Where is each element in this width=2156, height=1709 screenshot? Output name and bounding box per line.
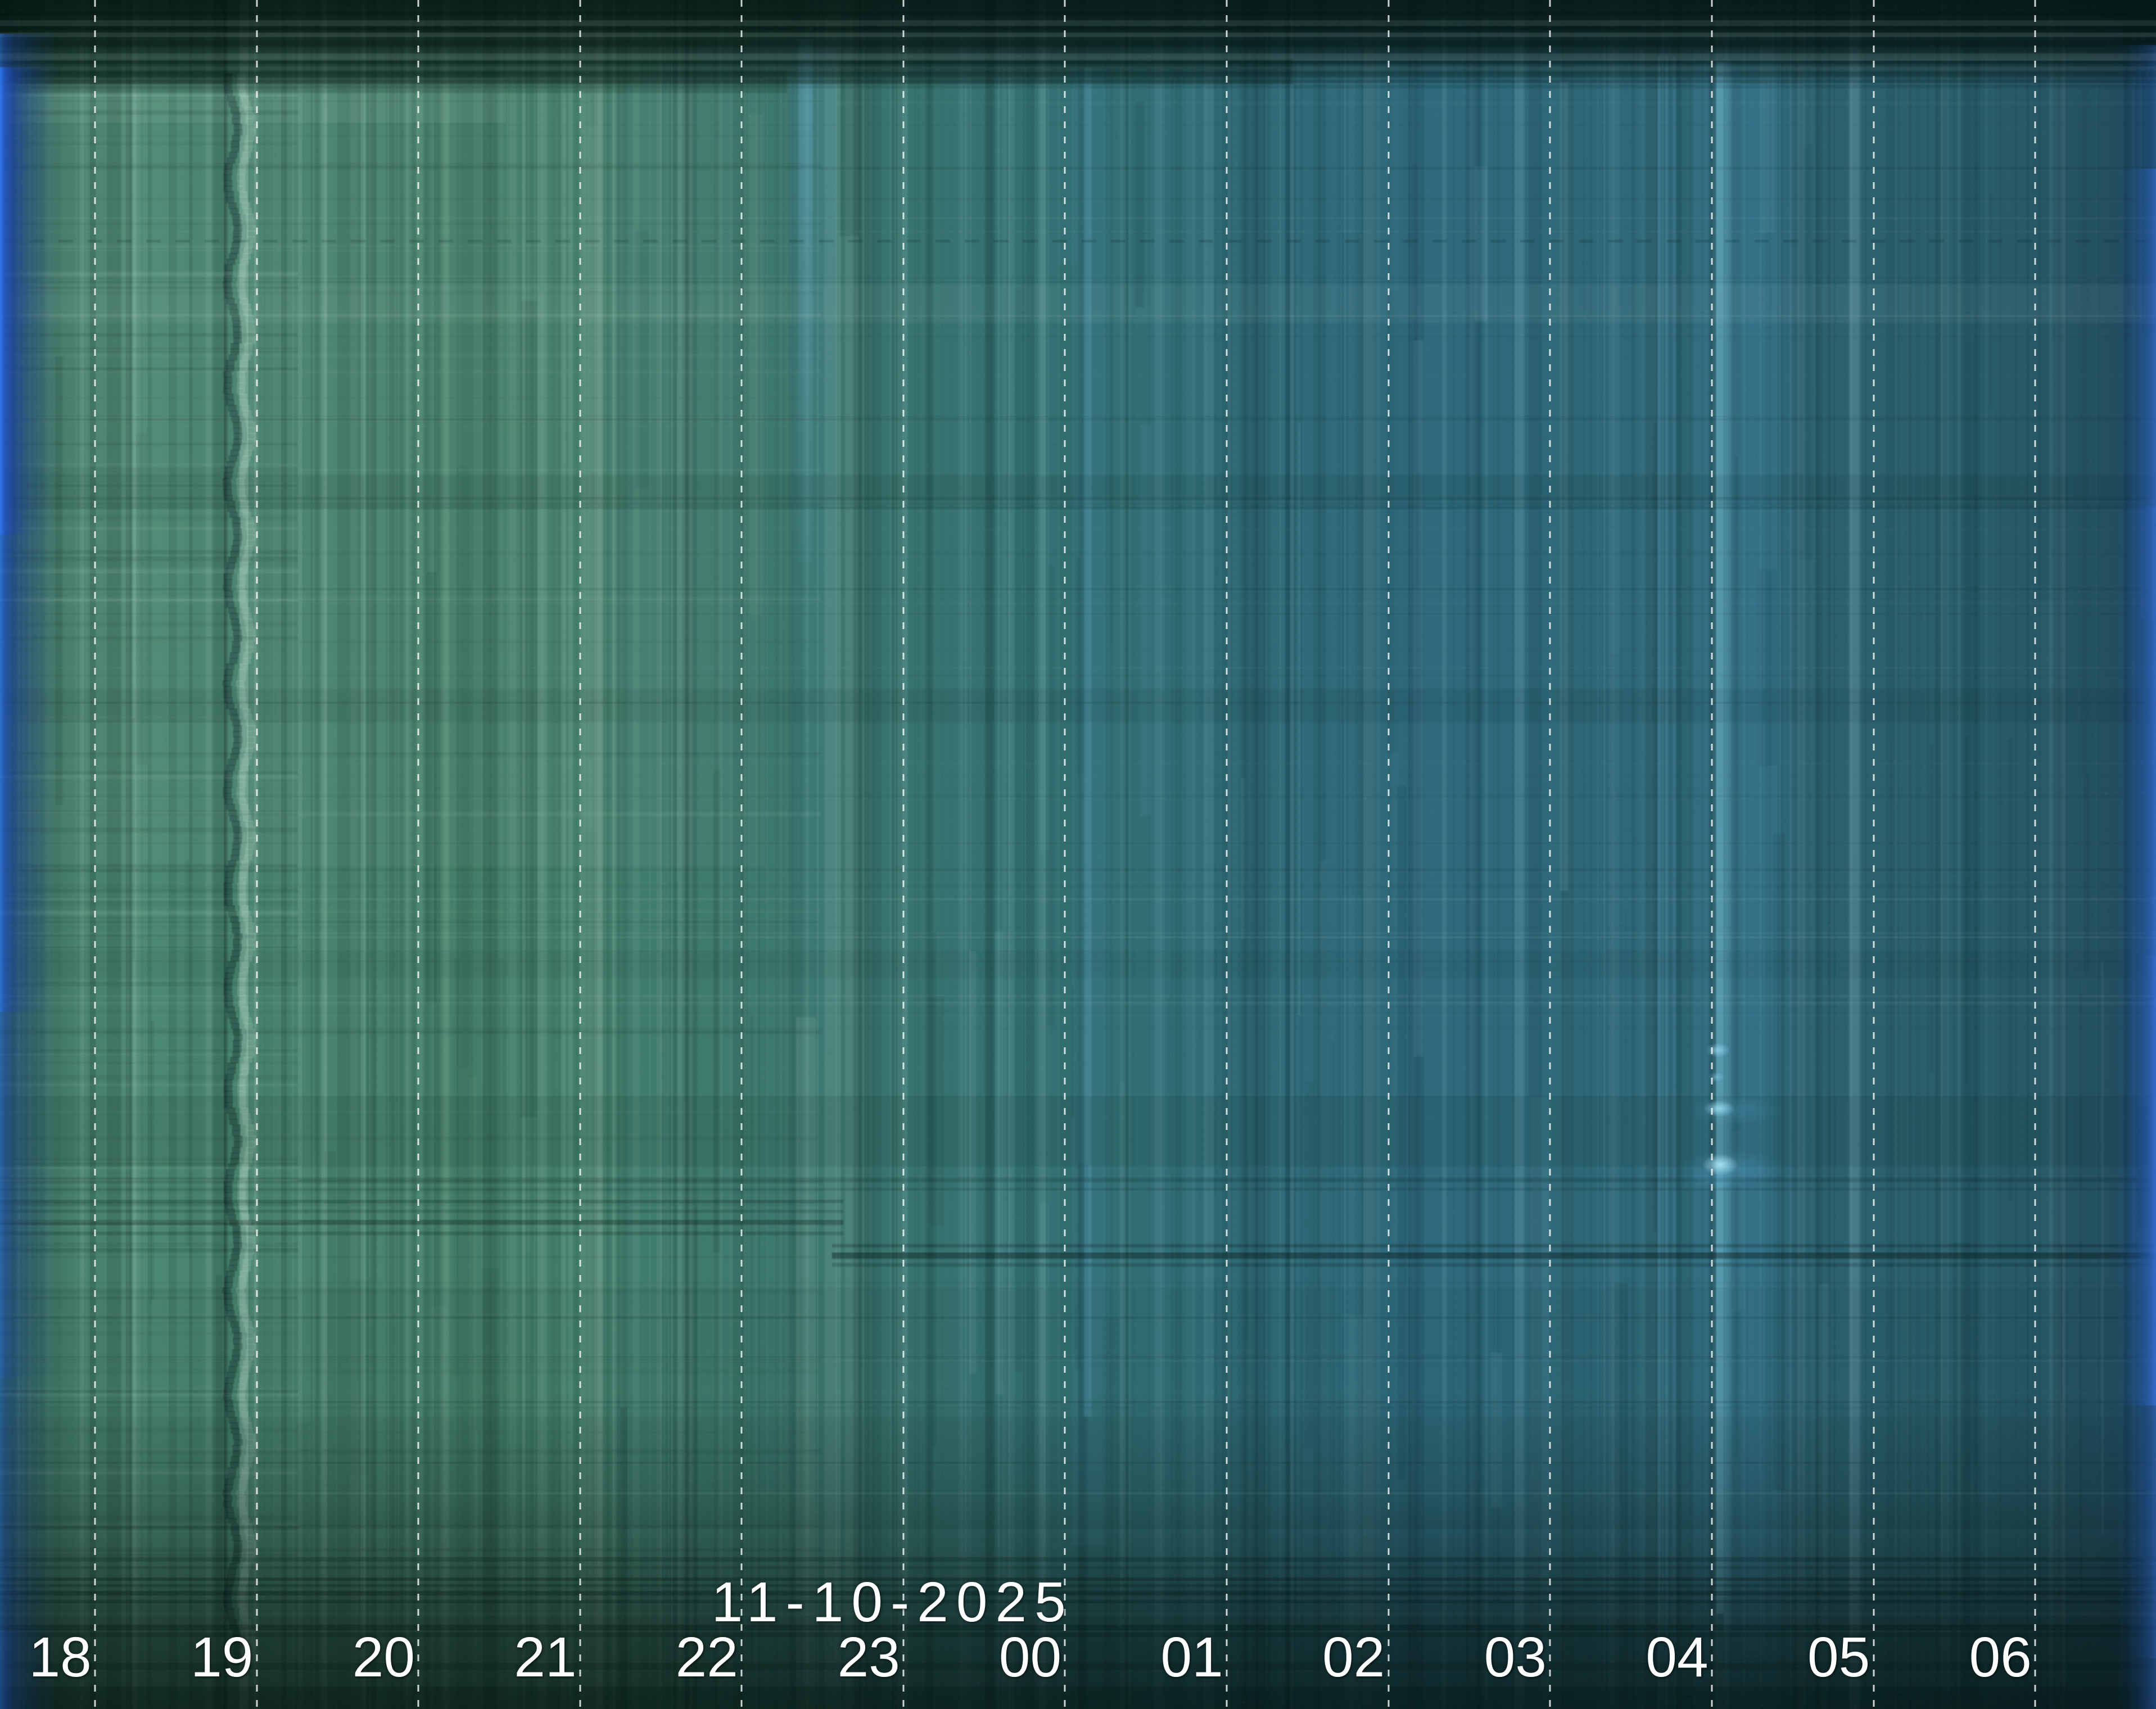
hour-tick-label: 21 [514,1626,577,1689]
hour-tick-label: 19 [191,1626,254,1689]
hour-gridline [902,0,905,1709]
hour-tick-label: 05 [1807,1626,1870,1689]
hour-tick-label: 23 [837,1626,900,1689]
hour-tick-label: 06 [1969,1626,2032,1689]
hour-tick-label: 03 [1484,1626,1547,1689]
hour-gridline [1226,0,1228,1709]
date-label: 11-10-2025 [711,1570,1074,1634]
hour-tick-label: 00 [998,1626,1062,1689]
hour-gridline [1711,0,1713,1709]
hour-tick-label: 02 [1322,1626,1385,1689]
hour-gridline [2034,0,2036,1709]
hour-tick-label: 01 [1160,1626,1223,1689]
hour-gridline [1387,0,1390,1709]
hour-tick-label: 04 [1646,1626,1708,1689]
hour-gridline [417,0,419,1709]
hour-gridline [740,0,743,1709]
hour-gridline [1549,0,1551,1709]
hour-tick-label: 18 [29,1626,92,1689]
hour-tick-label: 20 [352,1626,415,1689]
hour-tick-label: 22 [675,1626,738,1689]
hour-gridline [1873,0,1875,1709]
hour-gridline [94,0,96,1709]
hour-gridline [1064,0,1066,1709]
hour-gridline [256,0,258,1709]
hour-gridline [579,0,581,1709]
